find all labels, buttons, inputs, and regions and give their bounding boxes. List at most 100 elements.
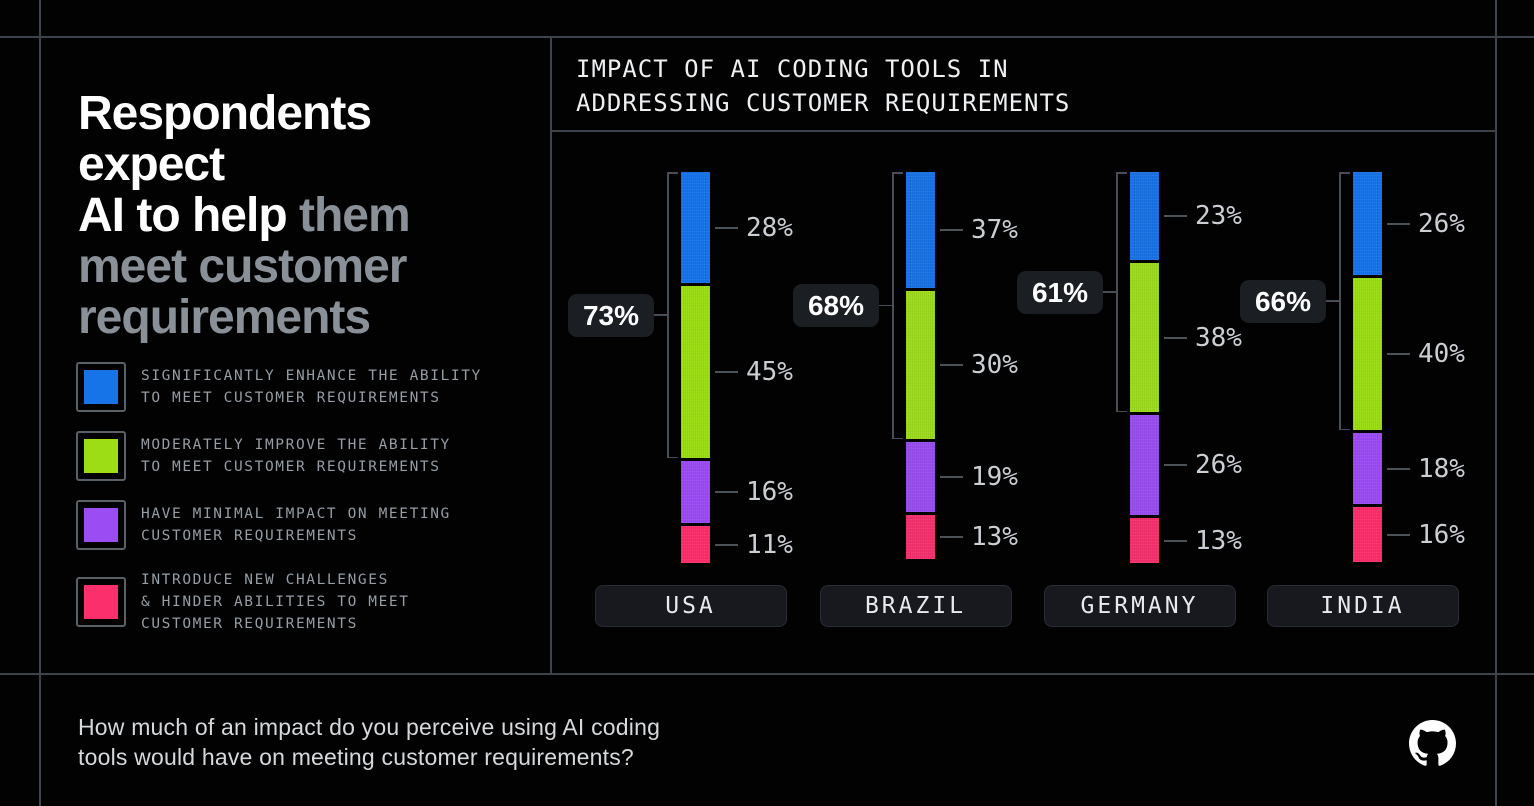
legend-swatch-fill	[84, 370, 118, 404]
badge-connector	[1103, 291, 1116, 293]
survey-question: How much of an impact do you perceive us…	[78, 712, 660, 772]
survey-question-line-1: How much of an impact do you perceive us…	[78, 714, 661, 740]
value-label: 30%	[971, 350, 1018, 380]
value-label: 26%	[1195, 450, 1242, 480]
bar-segment-new-challenges	[1353, 507, 1382, 562]
legend-label-line: & HINDER ABILITIES TO MEET	[141, 594, 410, 610]
value-tick	[1387, 353, 1410, 355]
panel-divider-vertical	[550, 36, 552, 675]
legend-swatch-fill	[84, 508, 118, 542]
bar-segment-moderately-improve	[906, 291, 935, 439]
legend-item-minimal-impact: HAVE MINIMAL IMPACT ON MEETING CUSTOMER R…	[76, 500, 482, 550]
value-tick	[1164, 539, 1187, 542]
headline-line: Respondents	[78, 88, 410, 139]
legend-label-line: TO MEET CUSTOMER REQUIREMENTS	[141, 459, 441, 475]
value-tick	[1387, 467, 1410, 470]
bracket-tick-top	[1339, 172, 1350, 174]
value-label: 19%	[971, 462, 1018, 492]
value-label: 26%	[1418, 208, 1465, 239]
bar-segment-significantly-enhance	[906, 172, 935, 288]
headline-segment-white: expect	[78, 138, 225, 192]
total-badge: 68%	[792, 284, 879, 327]
headline-segment-white: Respondents	[78, 87, 372, 141]
value-label: 13%	[971, 522, 1018, 552]
bracket-line	[1116, 172, 1118, 412]
headline-line: AI to help them	[78, 189, 411, 243]
legend-label: SIGNIFICANTLY ENHANCE THE ABILITY TO MEET…	[141, 365, 482, 409]
legend-swatch-minimal-impact	[76, 500, 126, 550]
legend-swatch-new-challenges	[76, 577, 126, 627]
headline-line: requirements	[78, 292, 410, 343]
legend-item-new-challenges: INTRODUCE NEW CHALLENGES & HINDER ABILITI…	[76, 569, 482, 635]
bracket-tick-top	[892, 172, 903, 174]
legend-label-line: TO MEET CUSTOMER REQUIREMENTS	[141, 390, 441, 406]
value-label: 45%	[746, 357, 793, 387]
headline-segment-white: AI to help	[78, 189, 299, 243]
value-tick	[940, 536, 963, 538]
total-badge: 61%	[1016, 270, 1103, 314]
value-tick	[1164, 336, 1187, 339]
bar-segment-new-challenges	[906, 515, 935, 559]
bar-segment-significantly-enhance	[1130, 172, 1159, 260]
legend-label: MODERATELY IMPROVE THE ABILITY TO MEET CU…	[141, 434, 451, 478]
legend-label: HAVE MINIMAL IMPACT ON MEETING CUSTOMER R…	[141, 503, 451, 547]
bar-segment-minimal-impact	[681, 461, 710, 523]
value-tick	[940, 229, 963, 231]
legend-swatch-fill	[84, 585, 118, 619]
bar-segment-new-challenges	[681, 526, 710, 563]
bracket-line	[892, 172, 894, 439]
bar-segment-minimal-impact	[906, 442, 935, 512]
total-badge: 73%	[567, 293, 654, 337]
badge-connector	[654, 314, 667, 316]
value-tick	[1164, 215, 1187, 217]
bracket-line	[1339, 172, 1341, 430]
bar-segment-minimal-impact	[1130, 415, 1159, 515]
headline-line: expect	[78, 139, 410, 190]
bracket-tick-top	[667, 172, 678, 174]
frame-vline-right	[1495, 0, 1497, 806]
bracket-tick-bottom	[892, 437, 903, 439]
legend-swatch-fill	[84, 439, 118, 473]
value-tick	[715, 543, 738, 546]
legend-label-line: CUSTOMER REQUIREMENTS	[141, 616, 358, 632]
value-tick	[715, 226, 738, 229]
frame-hline-top	[0, 36, 1534, 38]
headline-segment-gray: meet customer	[78, 240, 407, 294]
bar-segment-moderately-improve	[1353, 278, 1382, 430]
value-label: 18%	[1418, 453, 1465, 484]
bar-segment-minimal-impact	[1353, 433, 1382, 504]
bar-segment-significantly-enhance	[1353, 172, 1382, 275]
bar-segment-moderately-improve	[1130, 263, 1159, 412]
legend-label-line: HAVE MINIMAL IMPACT ON MEETING	[141, 506, 451, 522]
badge-connector	[1326, 300, 1339, 302]
bracket-tick-bottom	[1116, 410, 1127, 412]
badge-connector	[879, 304, 892, 307]
value-label: 40%	[1418, 339, 1465, 369]
bar-segment-new-challenges	[1130, 518, 1159, 563]
value-label: 28%	[746, 212, 793, 243]
legend-label-line: INTRODUCE NEW CHALLENGES	[141, 572, 389, 588]
chart-title: IMPACT OF AI CODING TOOLS IN ADDRESSING …	[576, 52, 1070, 120]
value-tick	[1387, 222, 1410, 225]
value-tick	[1164, 464, 1187, 466]
bracket-tick-bottom	[667, 456, 678, 458]
value-label: 38%	[1195, 322, 1242, 353]
legend: SIGNIFICANTLY ENHANCE THE ABILITY TO MEET…	[76, 362, 482, 635]
chart-title-line-1: IMPACT OF AI CODING TOOLS IN	[576, 55, 1009, 83]
country-label-usa: USA	[594, 585, 787, 627]
value-label: 11%	[746, 529, 793, 560]
legend-item-significantly-enhance: SIGNIFICANTLY ENHANCE THE ABILITY TO MEET…	[76, 362, 482, 412]
country-label-germany: GERMANY	[1043, 585, 1236, 627]
value-tick	[940, 476, 963, 478]
legend-label-line: CUSTOMER REQUIREMENTS	[141, 528, 358, 544]
github-logo-icon	[1409, 720, 1456, 766]
bracket-tick-top	[1116, 172, 1127, 174]
value-label: 16%	[1418, 519, 1465, 550]
value-label: 37%	[971, 215, 1018, 245]
value-tick	[940, 364, 963, 366]
headline: Respondents expect AI to help them meet cus…	[78, 88, 411, 343]
value-label: 16%	[746, 477, 793, 507]
chart-title-line-2: ADDRESSING CUSTOMER REQUIREMENTS	[576, 89, 1071, 117]
